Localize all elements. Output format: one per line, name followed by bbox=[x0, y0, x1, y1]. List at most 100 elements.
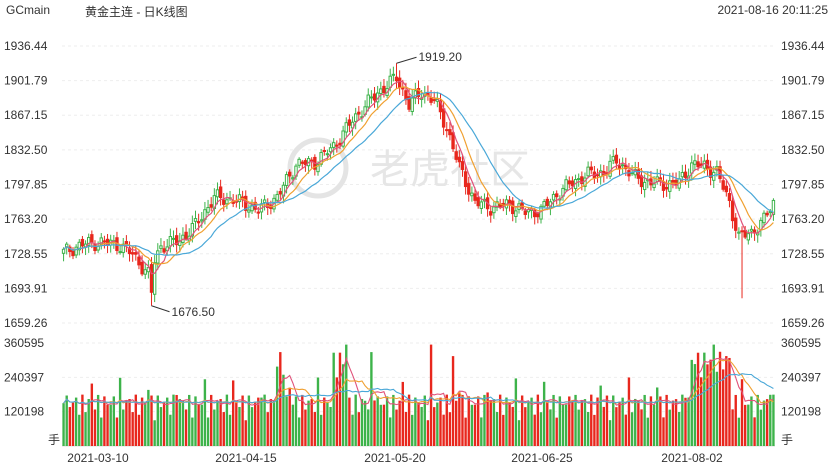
volume-bar-down bbox=[696, 352, 700, 446]
candle-up bbox=[156, 250, 160, 264]
volume-bar-down bbox=[731, 409, 734, 446]
candle-up bbox=[620, 164, 625, 167]
volume-bars bbox=[62, 344, 775, 446]
price-tick-label: 1659.26 bbox=[4, 316, 48, 330]
volume-tick-label: 120198 bbox=[4, 405, 44, 419]
volume-bar-up bbox=[564, 404, 568, 446]
volume-bar-up bbox=[297, 417, 301, 446]
volume-bar-down bbox=[235, 402, 238, 446]
moving-average-lines bbox=[63, 80, 774, 275]
volume-bar-up bbox=[363, 400, 367, 446]
volume-bar-down bbox=[433, 407, 436, 446]
volume-average-lines bbox=[63, 356, 774, 406]
watermark-text: 老虎社区 bbox=[370, 147, 530, 193]
volume-bar-up bbox=[216, 400, 219, 446]
watermark: 老虎社区 bbox=[287, 137, 530, 199]
candle-down bbox=[451, 132, 455, 150]
volume-tick-label: 240397 bbox=[781, 370, 821, 384]
candle-up bbox=[237, 194, 242, 203]
symbol-label: GCmain bbox=[6, 3, 51, 17]
candle-down bbox=[523, 210, 527, 215]
candle-up bbox=[693, 160, 697, 165]
price-tick-label: 1728.55 bbox=[781, 247, 825, 261]
volume-bar-down bbox=[533, 414, 536, 446]
volume-bar-up bbox=[109, 404, 112, 446]
volume-bar-up bbox=[272, 400, 276, 446]
volume-bar-up bbox=[505, 397, 508, 446]
candle-down bbox=[196, 221, 201, 224]
volume-bar-up bbox=[341, 364, 345, 446]
volume-bar-up bbox=[643, 394, 646, 446]
date-tick-label: 2021-06-25 bbox=[511, 451, 573, 465]
volume-bar-up bbox=[360, 398, 364, 446]
volume-bar-down bbox=[765, 399, 769, 446]
volume-bar-up bbox=[260, 397, 263, 446]
candle-up bbox=[171, 237, 176, 240]
volume-bar-down bbox=[448, 412, 452, 446]
volume-bar-up bbox=[213, 409, 216, 446]
volume-bar-down bbox=[417, 402, 420, 446]
candle-up bbox=[551, 193, 556, 201]
volume-bar-up bbox=[169, 414, 172, 446]
volume-bar-down bbox=[743, 404, 747, 446]
volume-bar-up bbox=[96, 394, 100, 446]
candle-down bbox=[404, 90, 408, 101]
volume-bar-down bbox=[684, 397, 687, 446]
candle-down bbox=[463, 171, 468, 188]
candle-down bbox=[80, 238, 85, 247]
volume-bar-up bbox=[379, 404, 383, 446]
date-tick-label: 2021-08-02 bbox=[661, 451, 723, 465]
volume-bar-up bbox=[194, 396, 197, 446]
candle-down bbox=[162, 248, 166, 253]
volume-bar-down bbox=[555, 417, 558, 446]
volume-bar-up bbox=[436, 402, 439, 446]
candle-down bbox=[244, 195, 248, 211]
volume-bar-down bbox=[590, 394, 593, 446]
timestamp-label: 2021-08-16 20:11:25 bbox=[717, 3, 828, 17]
candle-up bbox=[583, 177, 587, 187]
price-tick-label: 1659.26 bbox=[781, 316, 825, 330]
volume-bar-down bbox=[734, 394, 737, 446]
volume-bar-down bbox=[605, 395, 609, 446]
volume-bar-down bbox=[709, 359, 712, 446]
volume-bar-down bbox=[241, 395, 244, 446]
volume-bar-up bbox=[178, 398, 181, 446]
candle-down bbox=[441, 108, 446, 128]
volume-bar-up bbox=[156, 395, 159, 446]
candle-up bbox=[749, 228, 754, 232]
price-axis-left: 1936.44 1901.79 1867.15 1832.50 1797.85 1763.… bbox=[4, 39, 48, 330]
ma20-line bbox=[63, 91, 774, 256]
volume-bar-down bbox=[439, 397, 442, 446]
candle-up bbox=[332, 142, 336, 148]
candle-down bbox=[432, 99, 436, 102]
date-tick-label: 2021-04-15 bbox=[215, 451, 277, 465]
volume-bar-up bbox=[200, 404, 203, 446]
candle-down bbox=[127, 247, 132, 255]
volume-tick-label: 120198 bbox=[781, 405, 821, 419]
volume-bar-down bbox=[131, 412, 134, 446]
volume-bar-up bbox=[693, 364, 697, 446]
volume-bar-down bbox=[103, 396, 106, 446]
volume-bar-up bbox=[285, 396, 288, 446]
candle-down bbox=[130, 252, 135, 255]
candle-up bbox=[771, 199, 776, 215]
volume-bar-down bbox=[269, 398, 273, 446]
candle-up bbox=[762, 212, 766, 224]
date-tick-label: 2021-03-10 bbox=[67, 451, 129, 465]
candle-up bbox=[586, 166, 590, 177]
candle-down bbox=[278, 191, 282, 195]
price-tick-label: 1936.44 bbox=[4, 39, 48, 53]
candle-up bbox=[190, 222, 195, 237]
volume-bar-down bbox=[231, 380, 235, 446]
volume-bar-down bbox=[718, 351, 722, 446]
volume-bar-down bbox=[310, 399, 313, 446]
volume-bar-up bbox=[687, 397, 690, 446]
volume-bar-down bbox=[115, 417, 119, 446]
candle-down bbox=[595, 174, 600, 177]
volume-bar-down bbox=[524, 407, 527, 446]
volume-bar-up bbox=[250, 407, 254, 446]
candle-down bbox=[90, 234, 94, 243]
volume-bar-down bbox=[640, 409, 643, 446]
candle-down bbox=[580, 176, 584, 184]
